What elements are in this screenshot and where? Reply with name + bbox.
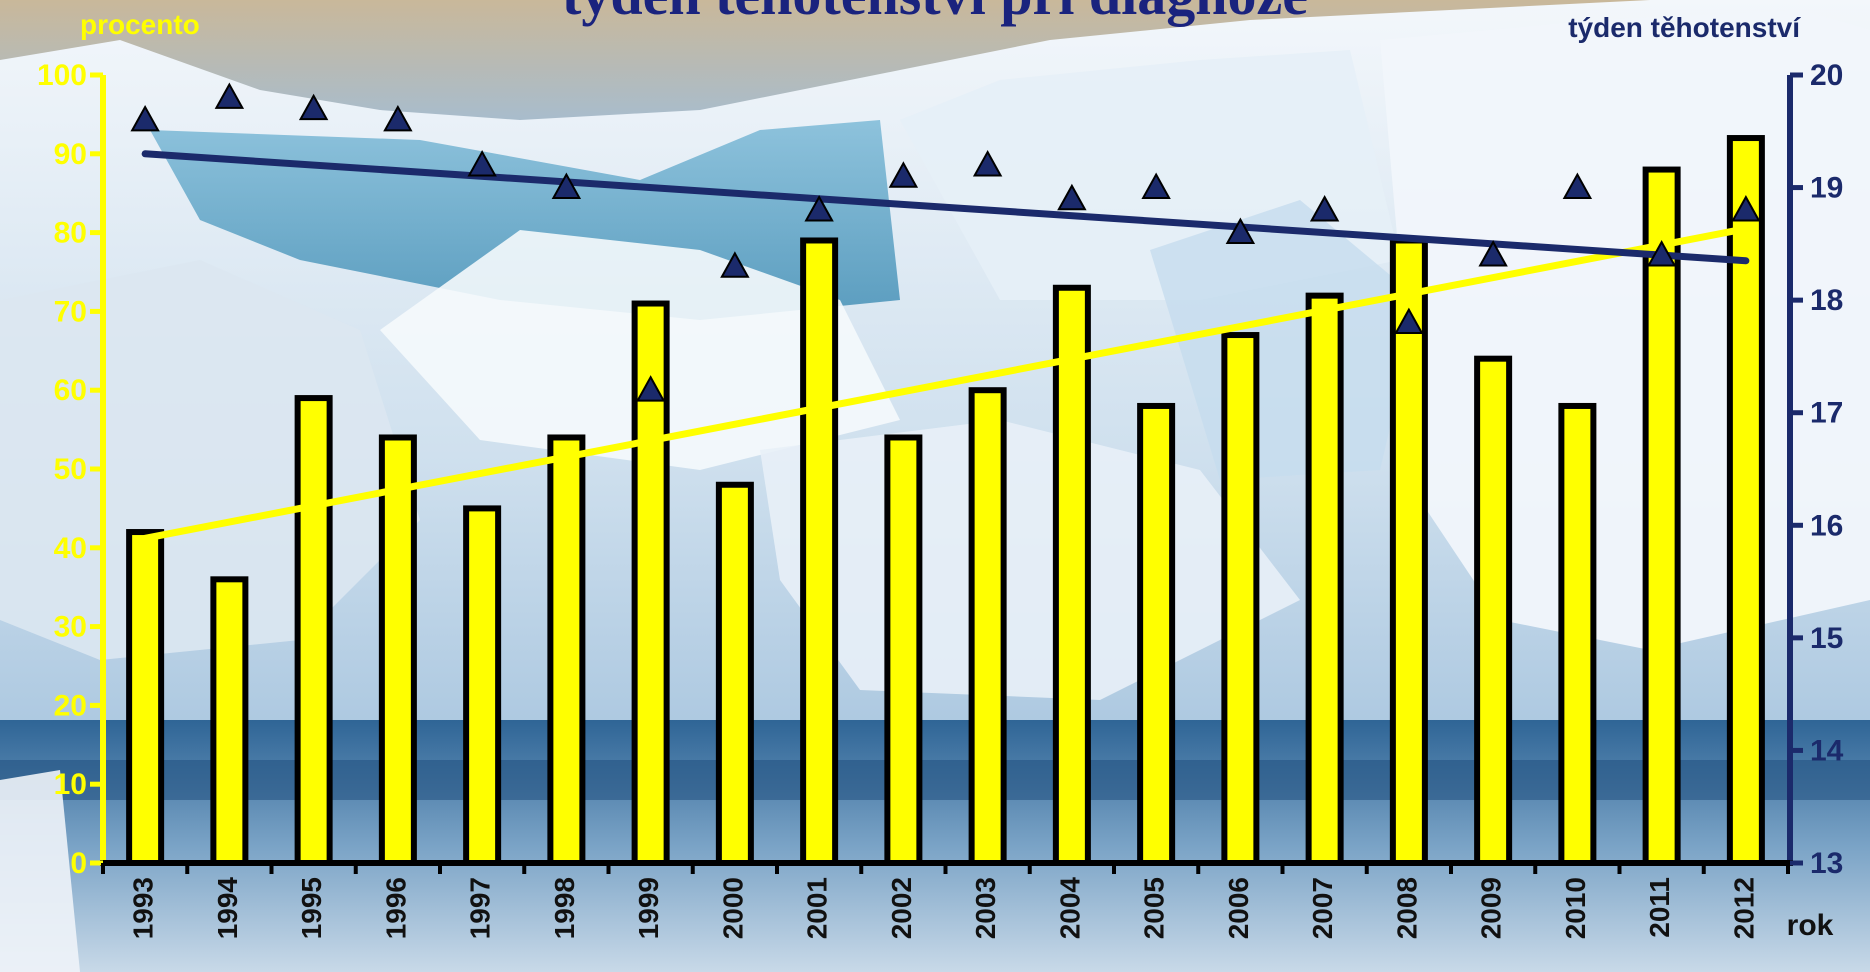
- x-tick-label: 2005: [1139, 877, 1170, 939]
- x-tick-label: 1993: [128, 877, 159, 939]
- y-right-tick-label: 18: [1810, 284, 1843, 317]
- bar-2009: [1474, 355, 1513, 866]
- marker-2009: [1478, 240, 1508, 267]
- y-axis-right-label: týden těhotenství: [1568, 12, 1801, 43]
- bar-2003: [968, 387, 1007, 866]
- x-tick-label: 1997: [465, 877, 496, 939]
- y-left-tick-label: 20: [54, 689, 87, 722]
- bar-1997: [463, 505, 502, 866]
- bar-2001: [800, 237, 839, 867]
- x-tick-label: 2000: [717, 877, 748, 939]
- x-tick-label: 1994: [212, 877, 243, 940]
- x-tick-label: 2004: [1054, 877, 1085, 940]
- x-tick-label: 1998: [549, 877, 580, 939]
- marker-2000: [720, 251, 750, 278]
- x-tick-label: 2012: [1728, 877, 1759, 939]
- x-tick-label: 2011: [1644, 877, 1675, 938]
- bar-2004: [1052, 284, 1091, 866]
- y-left-tick-label: 70: [54, 295, 87, 328]
- x-tick-label: 2007: [1307, 877, 1338, 939]
- x-tick-label: 1995: [296, 877, 327, 939]
- x-tick-label: 2002: [886, 877, 917, 939]
- y-left-tick-label: 10: [54, 768, 87, 801]
- x-axis-label: rok: [1787, 909, 1834, 942]
- marker-2003: [972, 149, 1003, 177]
- marker-2002: [888, 161, 919, 188]
- bar-2010: [1558, 402, 1597, 866]
- marker-1997: [467, 149, 497, 177]
- bar-1995: [294, 395, 333, 866]
- y-right-tick-label: 20: [1810, 59, 1843, 92]
- trendline-percent: [141, 225, 1750, 542]
- x-tick-label: 1996: [380, 877, 411, 939]
- x-tick-label: 1999: [633, 877, 664, 939]
- bar-1993: [126, 529, 165, 866]
- marker-2011: [1646, 240, 1677, 267]
- x-tick-label: 2010: [1560, 877, 1591, 939]
- y-left-tick-label: 60: [54, 374, 87, 407]
- axes-layer: 0 10 20 30 40 50 60 70 80 90 100 13 14 15 16 17 18 19 20 19…: [37, 59, 1844, 939]
- x-tick-label: 2006: [1223, 877, 1254, 939]
- markers-layer: [130, 82, 1761, 402]
- y-left-tick-label: 40: [54, 532, 87, 565]
- bar-2005: [1137, 402, 1176, 866]
- trendline-week: [141, 150, 1750, 265]
- y-left-tick-label: 30: [54, 611, 87, 644]
- y-right-tick-label: 15: [1810, 622, 1843, 655]
- y-right-tick-label: 14: [1810, 734, 1844, 767]
- chart-title: týden těhotenství při diagnóze: [562, 0, 1308, 27]
- y-left-tick-label: 50: [54, 453, 87, 486]
- bar-2000: [715, 481, 754, 866]
- y-left-tick-label: 90: [54, 138, 87, 171]
- bar-1996: [378, 434, 417, 866]
- y-right-tick-label: 13: [1810, 847, 1843, 880]
- marker-2004: [1057, 183, 1087, 211]
- x-tick-label: 2001: [802, 877, 833, 939]
- bar-2008: [1389, 237, 1428, 867]
- bar-2002: [884, 434, 923, 866]
- y-axis-left-label: procento: [80, 9, 200, 40]
- bar-2007: [1305, 292, 1344, 866]
- marker-2006: [1225, 217, 1256, 244]
- y-right-tick-label: 17: [1810, 397, 1843, 430]
- marker-1999: [635, 375, 666, 402]
- marker-2010: [1562, 172, 1593, 199]
- marker-1994: [214, 82, 245, 109]
- marker-2005: [1141, 172, 1171, 199]
- trendlines-layer: [141, 150, 1750, 542]
- marker-1996: [383, 104, 413, 132]
- y-left-tick-label: 100: [37, 59, 87, 92]
- y-left-tick-label: 0: [70, 847, 87, 880]
- x-tick-label: 2009: [1476, 877, 1507, 939]
- x-tick-label: 2008: [1391, 877, 1422, 939]
- marker-1998: [551, 172, 582, 199]
- y-right-tick-label: 19: [1810, 172, 1843, 205]
- bar-1994: [210, 576, 249, 866]
- marker-1995: [298, 93, 329, 121]
- marker-1993: [130, 104, 160, 132]
- bar-2011: [1642, 166, 1681, 866]
- y-left-tick-label: 80: [54, 217, 87, 250]
- bar-2012: [1726, 135, 1765, 867]
- y-right-tick-label: 16: [1810, 509, 1843, 542]
- marker-2001: [804, 195, 834, 222]
- x-tick-label: 2003: [970, 877, 1001, 939]
- marker-2007: [1309, 195, 1340, 222]
- bar-2006: [1221, 332, 1260, 867]
- marker-2012: [1731, 195, 1761, 222]
- marker-2008: [1394, 307, 1424, 335]
- bar-1998: [547, 434, 586, 866]
